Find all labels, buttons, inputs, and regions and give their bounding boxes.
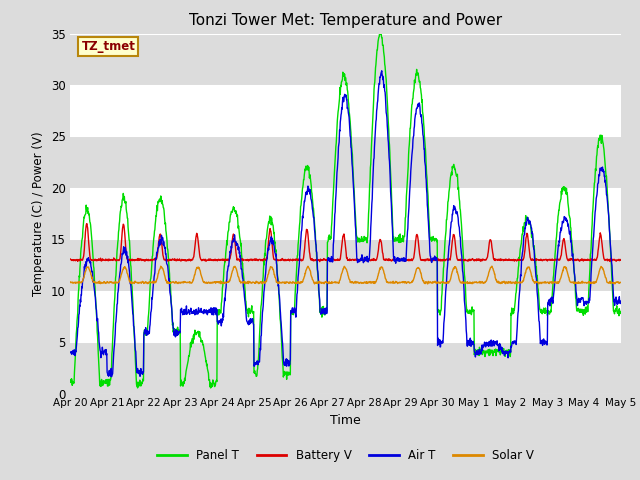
Bar: [70, 240, 621, 291]
Y-axis label: Temperature (C) / Power (V): Temperature (C) / Power (V): [32, 132, 45, 296]
Bar: [70, 342, 621, 394]
X-axis label: Time: Time: [330, 414, 361, 427]
Bar: [70, 34, 621, 85]
Legend: Panel T, Battery V, Air T, Solar V: Panel T, Battery V, Air T, Solar V: [152, 444, 539, 467]
Bar: [70, 188, 621, 240]
Bar: [70, 291, 621, 342]
Bar: [70, 85, 621, 136]
Title: Tonzi Tower Met: Temperature and Power: Tonzi Tower Met: Temperature and Power: [189, 13, 502, 28]
Bar: [70, 136, 621, 188]
Text: TZ_tmet: TZ_tmet: [81, 40, 135, 53]
